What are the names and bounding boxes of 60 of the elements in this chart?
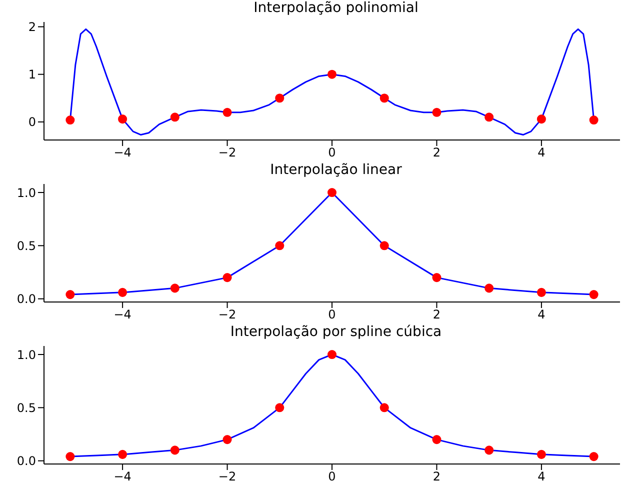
x-tick-label: −4 xyxy=(114,146,132,160)
x-tick-label: 2 xyxy=(432,308,441,322)
x-tick-label: −4 xyxy=(114,308,132,322)
point xyxy=(536,288,546,297)
point xyxy=(170,446,180,455)
point xyxy=(484,284,494,293)
y-tick-label: 2 xyxy=(28,20,36,34)
x-tick-label: 4 xyxy=(538,308,546,322)
point xyxy=(432,273,442,282)
point xyxy=(432,435,442,444)
point xyxy=(66,116,75,125)
point xyxy=(327,70,337,79)
x-tick-label: 4 xyxy=(538,470,546,484)
point xyxy=(536,450,546,459)
y-tick-label: 0.0 xyxy=(16,454,36,468)
chart-title: Interpolação polinomial xyxy=(252,0,420,18)
point xyxy=(118,450,128,459)
y-tick-label: 0.0 xyxy=(16,292,36,306)
y-tick-label: 1 xyxy=(28,68,36,82)
x-tick-label: 2 xyxy=(432,470,441,484)
x-tick-label: −2 xyxy=(218,308,236,322)
y-tick-label: 1.0 xyxy=(16,348,36,362)
point xyxy=(222,435,232,444)
point xyxy=(118,114,128,124)
point xyxy=(432,108,442,117)
point xyxy=(170,112,180,122)
x-tick-label: 0 xyxy=(328,308,336,322)
point xyxy=(380,403,389,412)
chart-title: Interpolação linear xyxy=(269,162,403,180)
x-tick-label: −4 xyxy=(114,470,132,484)
point xyxy=(380,94,389,103)
point xyxy=(589,452,598,462)
point xyxy=(589,116,598,125)
point xyxy=(484,446,494,455)
chart-title: Interpolação por spline cúbica xyxy=(229,324,443,342)
x-tick-label: 0 xyxy=(328,470,336,484)
point xyxy=(170,284,180,293)
point xyxy=(589,290,598,300)
x-tick-label: 2 xyxy=(432,146,441,160)
y-tick-label: 0.5 xyxy=(16,238,36,253)
y-tick-label: 1.0 xyxy=(16,186,36,200)
y-tick-label: 0 xyxy=(28,115,36,130)
point xyxy=(327,350,337,360)
point xyxy=(66,452,75,462)
point xyxy=(222,108,232,117)
x-tick-label: 0 xyxy=(328,146,336,160)
point xyxy=(380,241,389,250)
point xyxy=(275,94,284,103)
point xyxy=(222,273,232,282)
x-tick-label: −2 xyxy=(218,146,236,160)
point xyxy=(536,114,546,124)
x-tick-label: −2 xyxy=(218,470,236,484)
x-tick-label: 4 xyxy=(538,146,546,160)
y-tick-label: 0.5 xyxy=(16,400,36,415)
point xyxy=(484,112,494,122)
point xyxy=(118,288,128,297)
point xyxy=(275,403,284,412)
point xyxy=(275,241,284,250)
point xyxy=(327,188,337,198)
point xyxy=(66,290,75,300)
